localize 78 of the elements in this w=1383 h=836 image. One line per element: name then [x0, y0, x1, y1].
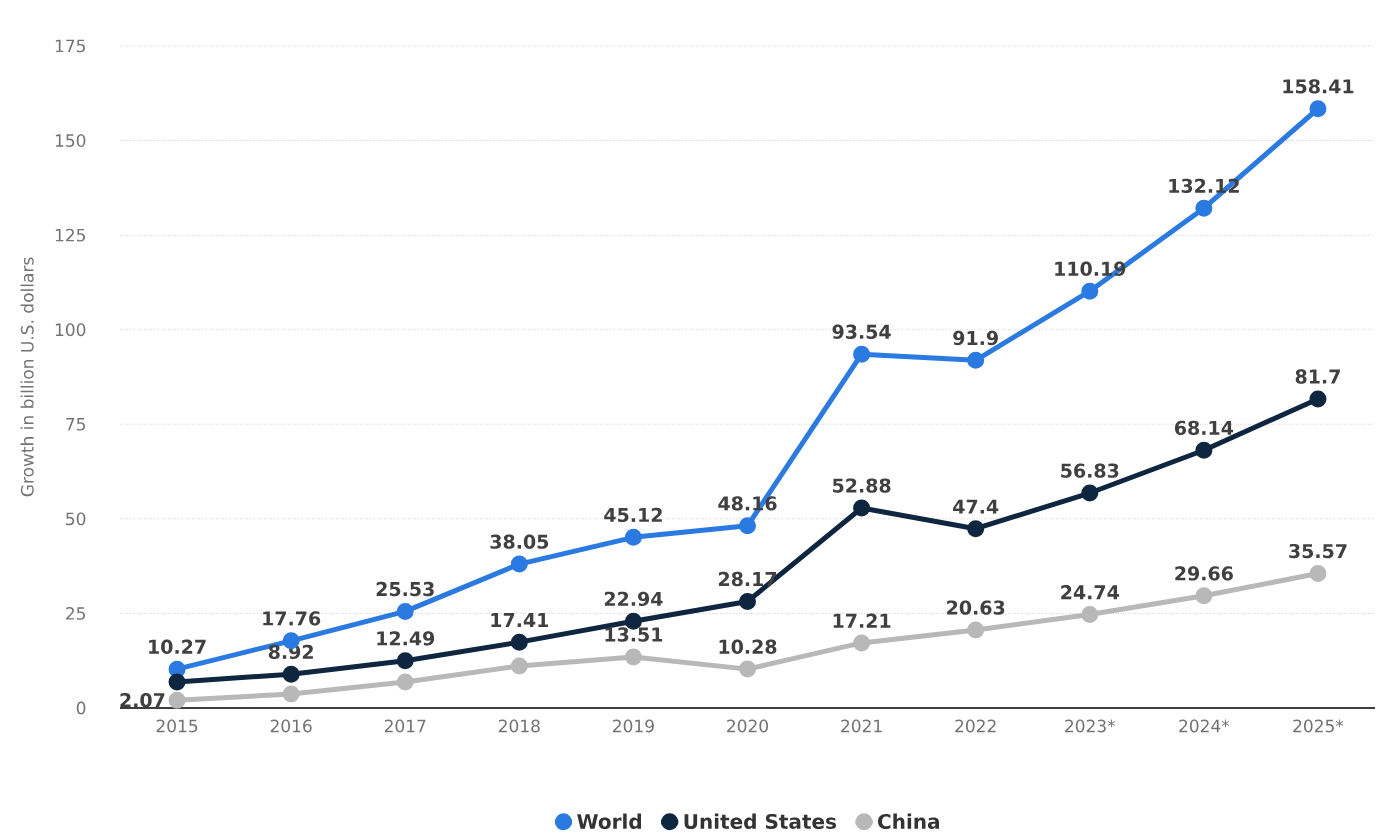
- x-tick-label: 2021: [841, 719, 882, 733]
- point: [168, 673, 186, 691]
- point: [510, 633, 528, 651]
- y-tick-label: 100: [55, 323, 86, 337]
- point: [168, 691, 186, 709]
- point: [168, 660, 186, 678]
- point: [967, 520, 985, 538]
- data-label: 81.7: [1295, 369, 1340, 384]
- point: [510, 657, 528, 675]
- y-tick-label: 0: [76, 701, 86, 715]
- point: [396, 652, 414, 670]
- legend-label: United States: [684, 813, 837, 829]
- x-tick-label: 2025*: [1293, 719, 1344, 733]
- y-tick-label: 50: [66, 512, 86, 526]
- data-label: 10.27: [149, 639, 206, 654]
- point: [967, 351, 985, 369]
- y-tick-label: 175: [55, 39, 85, 53]
- y-tick-label: 75: [66, 417, 85, 431]
- data-label: 17.41: [491, 613, 549, 627]
- point: [967, 621, 985, 639]
- data-label: 93.54: [832, 324, 891, 339]
- point: [1309, 100, 1327, 118]
- point: [853, 499, 871, 517]
- data-label: 20.63: [947, 600, 1005, 615]
- data-label: 68.14: [1174, 420, 1234, 436]
- data-label: 17.21: [833, 613, 891, 628]
- data-label: 29.66: [1175, 566, 1233, 581]
- data-label: 2.07: [120, 692, 165, 708]
- data-label: 17.76: [263, 611, 321, 626]
- point: [739, 660, 756, 678]
- data-label: 45.12: [604, 507, 662, 523]
- data-label: 52.88: [833, 478, 891, 493]
- point: [1081, 484, 1099, 502]
- legend-label: World: [577, 813, 641, 829]
- x-tick-label: 2018: [498, 719, 540, 733]
- point: [1195, 199, 1213, 217]
- point: [853, 634, 871, 652]
- point: [1081, 605, 1099, 623]
- point: [624, 528, 642, 546]
- point: [624, 648, 642, 666]
- point: [396, 602, 414, 620]
- x-tick-label: 2024*: [1179, 719, 1230, 733]
- data-label: 25.53: [376, 581, 434, 597]
- y-tick-label: 150: [55, 134, 86, 147]
- point: [1195, 587, 1213, 605]
- x-tick-label: 2023*: [1065, 719, 1116, 733]
- data-label: 56.83: [1061, 463, 1119, 478]
- data-label: 47.4: [953, 499, 999, 514]
- point: [396, 673, 414, 691]
- x-tick-label: 2022: [955, 719, 996, 733]
- x-tick-label: 2017: [384, 719, 426, 733]
- data-label: 24.74: [1061, 585, 1119, 600]
- data-label: 12.49: [377, 631, 435, 646]
- point: [739, 517, 756, 535]
- x-tick-label: 2015: [156, 719, 198, 733]
- data-label: 38.05: [490, 534, 549, 549]
- x-tick-label: 2019: [613, 719, 654, 733]
- point: [282, 665, 300, 683]
- data-label: 13.51: [605, 627, 663, 642]
- point: [853, 345, 871, 363]
- x-tick-label: 2020: [727, 719, 768, 733]
- point: [1195, 441, 1213, 459]
- data-label: 91.9: [953, 330, 998, 346]
- y-tick-label: 25: [66, 606, 85, 620]
- point: [282, 685, 300, 703]
- point: [739, 592, 756, 610]
- point: [1309, 564, 1327, 582]
- point: [1081, 282, 1099, 300]
- y-tick-label: 125: [55, 228, 85, 242]
- data-label: 10.28: [719, 639, 777, 654]
- point: [510, 555, 528, 573]
- data-label: 158.41: [1283, 79, 1354, 94]
- legend-label: China: [878, 813, 939, 829]
- y-axis-title: Growth in billion U.S. dollars: [20, 257, 34, 497]
- point: [1309, 390, 1327, 408]
- data-label: 35.57: [1289, 543, 1347, 559]
- data-label: 22.94: [604, 591, 663, 607]
- x-tick-label: 2016: [270, 719, 312, 733]
